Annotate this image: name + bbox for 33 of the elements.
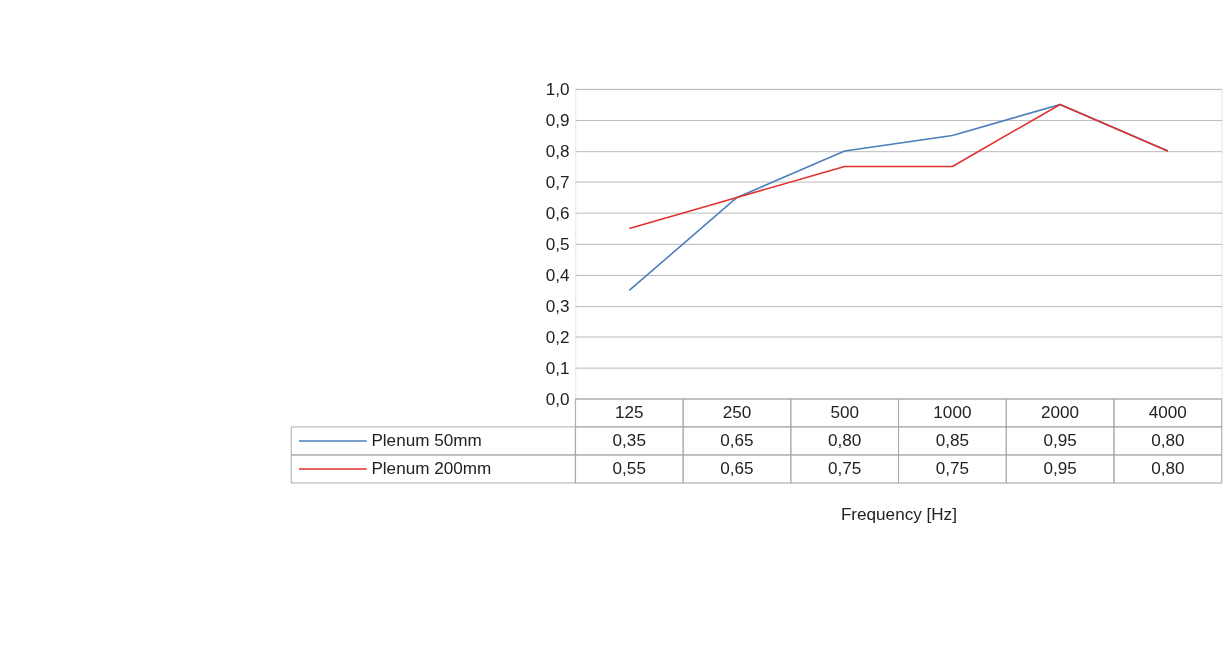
y-tick-label: 0,8: [545, 141, 570, 161]
x-tick-label: 125: [614, 403, 644, 423]
data-label: 0,65: [720, 431, 754, 451]
x-tick-label: 1000: [933, 403, 972, 423]
data-label: 0,80: [1151, 431, 1185, 451]
data-label: 0,95: [1043, 431, 1077, 451]
y-tick-label: 0,9: [545, 110, 570, 130]
y-tick-label: 1,0: [545, 79, 570, 99]
line-series: [628, 103, 1169, 230]
data-label: 0,95: [1043, 459, 1077, 479]
data-label: 0,65: [720, 459, 754, 479]
y-tick-label: 0,3: [545, 296, 570, 316]
data-label: 0,85: [935, 431, 970, 451]
legend-label: Plenum 50mm: [371, 431, 482, 451]
x-tick-label: 4000: [1148, 403, 1187, 423]
data-label: 0,35: [612, 431, 646, 451]
data-label: 0,75: [828, 459, 862, 479]
data-label: 0,55: [612, 459, 646, 479]
y-tick-label: 0,7: [545, 172, 570, 192]
x-tick-label: 500: [830, 403, 859, 423]
data-label: 0,80: [1151, 459, 1185, 479]
x-tick-label: 2000: [1041, 403, 1080, 423]
data-label: 0,80: [828, 431, 862, 451]
y-tick-label: 0,2: [545, 327, 570, 347]
data-label: 0,75: [935, 459, 970, 479]
y-tick-label: 0,5: [545, 234, 570, 254]
y-tick-label: 0,1: [545, 358, 570, 378]
y-tick-label: 0,6: [545, 203, 570, 223]
y-tick-label: 0,0: [545, 389, 570, 409]
x-tick-label: 250: [722, 403, 752, 423]
legend-label: Plenum 200mm: [371, 459, 492, 479]
y-tick-label: 0,4: [545, 265, 571, 285]
x-axis-title: Frequency [Hz]: [840, 504, 957, 524]
